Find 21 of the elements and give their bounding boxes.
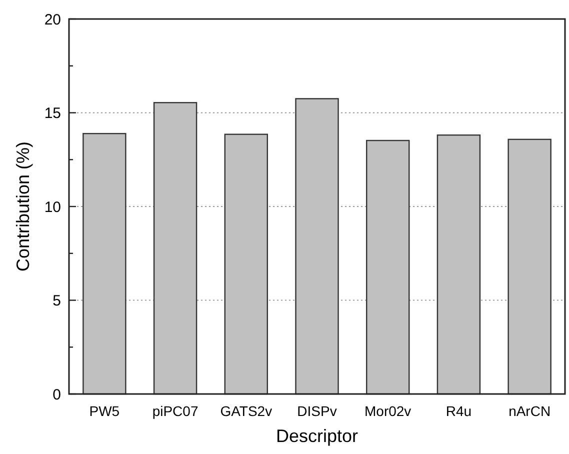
x-tick-label: PW5 (89, 403, 120, 419)
bar (366, 140, 410, 395)
y-axis-title: Contribution (%) (13, 141, 33, 272)
y-tick-label: 20 (44, 11, 61, 28)
bar (436, 134, 481, 395)
bar (82, 132, 126, 395)
bar (224, 134, 268, 395)
x-tick-label: DISPv (297, 403, 337, 419)
y-tick-label: 15 (44, 105, 61, 122)
y-tick-label: 10 (44, 198, 61, 216)
y-tick-label: 0 (52, 386, 61, 404)
bar (508, 138, 552, 395)
bar (153, 102, 198, 395)
x-tick-label: piPC07 (152, 403, 198, 419)
bar (295, 98, 339, 395)
y-tick-label: 5 (52, 292, 61, 310)
x-tick-label: R4u (446, 403, 472, 419)
x-tick-label: nArCN (508, 403, 551, 419)
x-tick-label: GATS2v (220, 403, 272, 419)
x-axis-title: Descriptor (276, 426, 358, 446)
x-tick-label: Mor02v (364, 403, 412, 419)
